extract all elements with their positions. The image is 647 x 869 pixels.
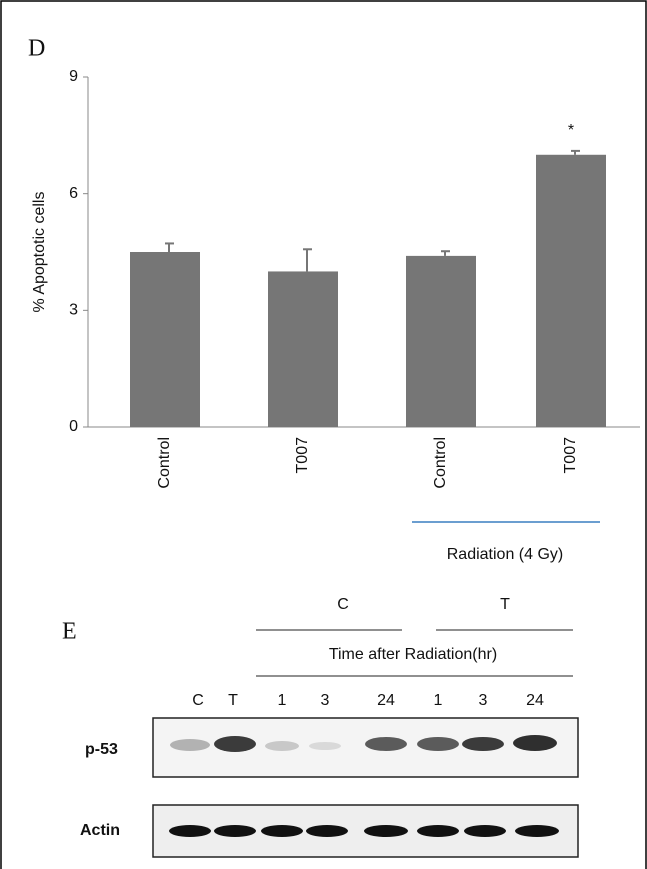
band: [309, 742, 341, 750]
band: [513, 735, 557, 751]
condition-label: C: [337, 596, 349, 613]
page: D E % Apoptotic cells Radiation (4 Gy) 0…: [0, 0, 647, 869]
band: [214, 736, 256, 752]
bar: [130, 252, 200, 427]
lane-label: 24: [377, 692, 395, 709]
band: [306, 825, 348, 837]
panel-label: E: [62, 619, 77, 645]
group-label: Radiation (4 Gy): [447, 546, 564, 563]
bar: [406, 256, 476, 427]
lane-label: 24: [526, 692, 544, 709]
lane-label: 1: [434, 692, 443, 709]
x-tick-label: T007: [562, 437, 579, 474]
blot-header: Time after Radiation(hr): [329, 646, 497, 663]
lane-label: 3: [321, 692, 330, 709]
row-label: p-53: [85, 741, 118, 758]
band: [364, 825, 408, 837]
significance-mark: *: [568, 122, 574, 139]
y-tick-label: 0: [69, 418, 78, 435]
band: [417, 737, 459, 751]
y-tick-label: 6: [69, 185, 78, 202]
band: [464, 825, 506, 837]
bar: [536, 155, 606, 427]
panel-label: D: [28, 36, 45, 62]
y-tick-label: 9: [69, 68, 78, 85]
band: [515, 825, 559, 837]
band: [170, 739, 210, 751]
figure: D E % Apoptotic cells Radiation (4 Gy) 0…: [0, 0, 647, 869]
row-label: Actin: [80, 822, 120, 839]
band: [462, 737, 504, 751]
x-tick-label: Control: [432, 437, 449, 489]
lane-label: T: [228, 692, 238, 709]
lane-label: 1: [278, 692, 287, 709]
bar-chart: 0 3 6 9 Control T007 Control T007 *: [69, 68, 606, 488]
lane-label: C: [192, 692, 204, 709]
lane-labels: C T 1 3 24 1 3 24: [192, 692, 544, 709]
band: [261, 825, 303, 837]
y-tick-label: 3: [69, 302, 78, 319]
band: [365, 737, 407, 751]
bar: [268, 271, 338, 427]
condition-label: T: [500, 596, 510, 613]
x-tick-label: T007: [294, 437, 311, 474]
band: [417, 825, 459, 837]
band: [265, 741, 299, 751]
band: [214, 825, 256, 837]
x-tick-label: Control: [156, 437, 173, 489]
band: [169, 825, 211, 837]
lane-label: 3: [479, 692, 488, 709]
y-axis-title: % Apoptotic cells: [31, 192, 48, 313]
